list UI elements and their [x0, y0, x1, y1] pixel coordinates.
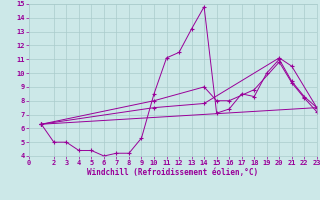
X-axis label: Windchill (Refroidissement éolien,°C): Windchill (Refroidissement éolien,°C) — [87, 168, 258, 177]
